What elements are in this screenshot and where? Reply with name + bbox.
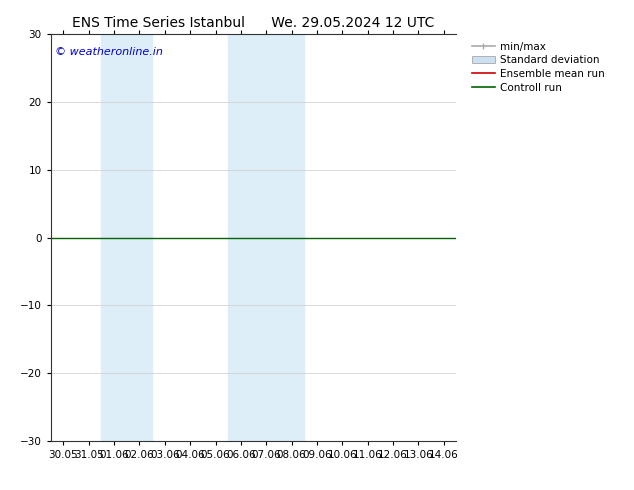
Bar [228, 34, 304, 441]
Text: © weatheronline.in: © weatheronline.in [55, 47, 163, 56]
Legend: min/max, Standard deviation, Ensemble mean run, Controll run: min/max, Standard deviation, Ensemble me… [470, 40, 607, 95]
Bar [101, 34, 152, 441]
Title: ENS Time Series Istanbul      We. 29.05.2024 12 UTC: ENS Time Series Istanbul We. 29.05.2024 … [72, 16, 435, 30]
